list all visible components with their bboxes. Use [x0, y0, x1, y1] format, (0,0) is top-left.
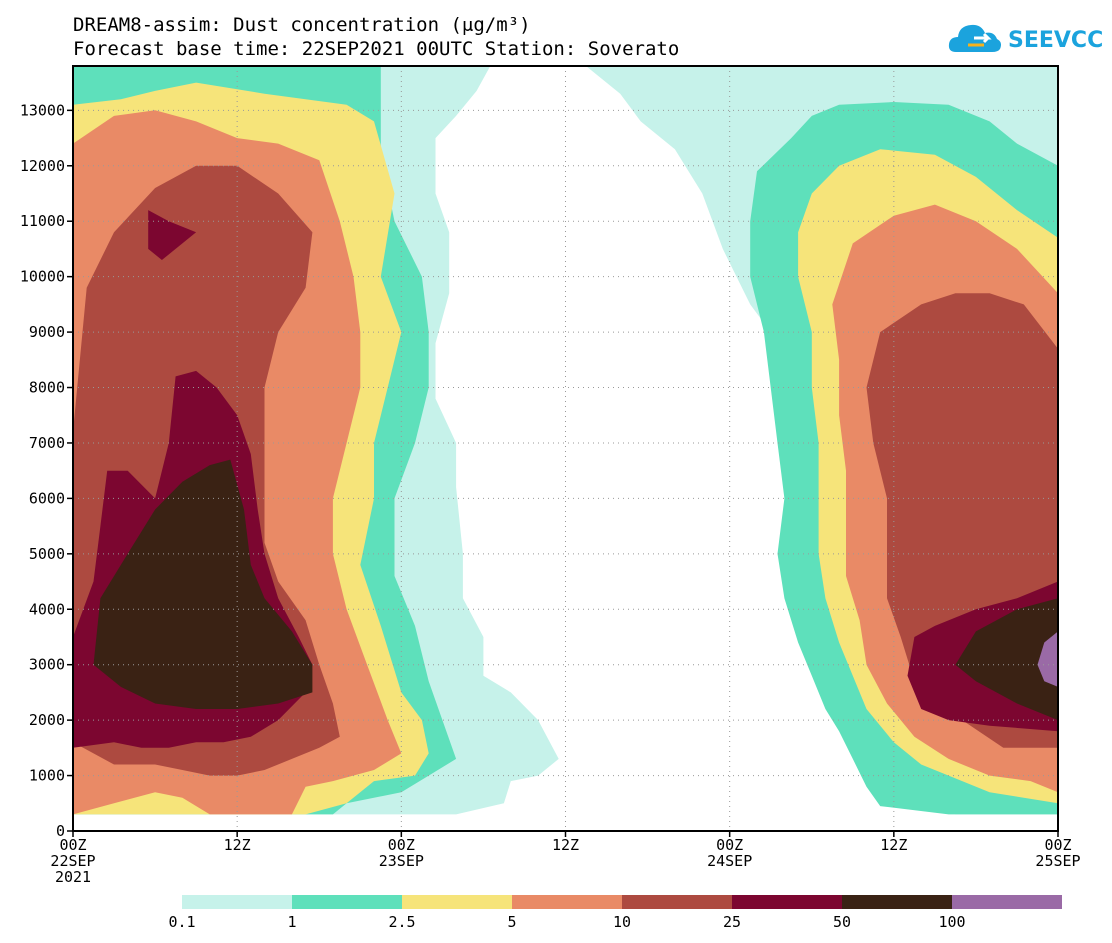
x-tick-date-label: 23SEP — [379, 852, 424, 870]
legend-label: 25 — [723, 913, 741, 931]
x-tick-date-label: 24SEP — [707, 852, 752, 870]
legend-label: 1 — [287, 913, 296, 931]
y-tick-label: 0 — [56, 822, 65, 840]
legend-swatch-50 — [842, 895, 952, 909]
legend-swatch-0.1 — [182, 895, 292, 909]
x-tick-label: 00Z — [388, 836, 415, 854]
y-tick-label: 2000 — [29, 711, 65, 729]
color-legend: 0.1 1 2.5 5 10 25 50 100 — [168, 895, 1062, 931]
y-axis: 0 1000 2000 3000 4000 5000 6000 7000 8000 9000 100… — [20, 101, 73, 840]
y-tick-label: 4000 — [29, 600, 65, 618]
y-tick-label: 1000 — [29, 767, 65, 785]
x-tick-label: 00Z — [1044, 836, 1071, 854]
x-tick-date-label: 25SEP — [1035, 852, 1080, 870]
legend-swatch-10 — [622, 895, 732, 909]
y-tick-label: 6000 — [29, 489, 65, 507]
seevccc-logo: SEEVCCC — [948, 24, 1104, 53]
y-tick-label: 12000 — [20, 157, 65, 175]
concentration-fields — [73, 66, 1058, 815]
x-tick-label: 12Z — [880, 836, 907, 854]
chart-title: DREAM8-assim: Dust concentration (μg/m³) — [73, 14, 531, 36]
x-tick-label: 00Z — [59, 836, 86, 854]
y-tick-label: 7000 — [29, 434, 65, 452]
cloud-icon — [948, 24, 1001, 52]
legend-label: 10 — [613, 913, 631, 931]
legend-label: 50 — [833, 913, 851, 931]
dust-region-level-50-13 — [93, 459, 313, 709]
legend-swatch-1 — [292, 895, 402, 909]
legend-label: 0.1 — [168, 913, 195, 931]
dust-region-level-100-15 — [1037, 631, 1058, 687]
y-tick-label: 10000 — [20, 268, 65, 286]
dust-region-level-25-12 — [148, 210, 197, 260]
legend-swatch-2.5 — [402, 895, 512, 909]
y-tick-label: 8000 — [29, 379, 65, 397]
dust-region-level-50-14 — [955, 598, 1058, 721]
x-tick-label: 12Z — [552, 836, 579, 854]
legend-swatch-5 — [512, 895, 622, 909]
x-tick-date-label: 22SEP — [50, 852, 95, 870]
legend-label: 5 — [507, 913, 516, 931]
logo-text: SEEVCCC — [1008, 28, 1104, 53]
legend-label: 100 — [938, 913, 965, 931]
legend-label: 2.5 — [388, 913, 415, 931]
x-tick-year-label: 2021 — [55, 868, 91, 886]
grid-lines — [72, 66, 1059, 832]
legend-swatch-25 — [732, 895, 842, 909]
legend-swatch-100 — [952, 895, 1062, 909]
y-tick-label: 11000 — [20, 212, 65, 230]
x-tick-label: 00Z — [716, 836, 743, 854]
y-tick-label: 13000 — [20, 101, 65, 119]
x-tick-label: 12Z — [224, 836, 251, 854]
y-tick-label: 3000 — [29, 656, 65, 674]
y-tick-label: 9000 — [29, 323, 65, 341]
y-tick-label: 5000 — [29, 545, 65, 563]
chart-subtitle: Forecast base time: 22SEP2021 00UTC Stat… — [73, 38, 680, 60]
